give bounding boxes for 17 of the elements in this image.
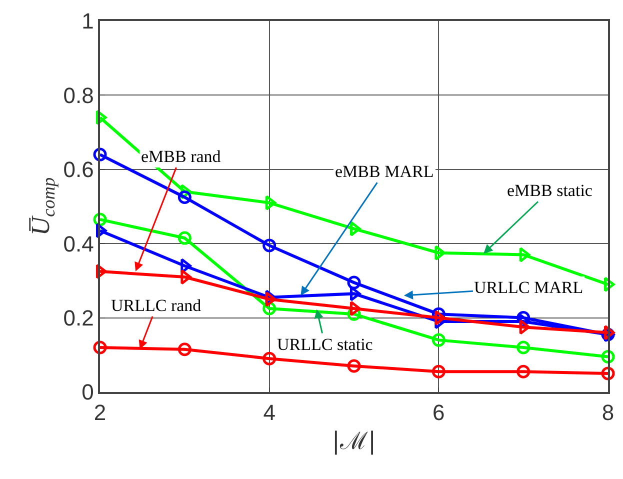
y-tick-label: 0: [82, 380, 94, 405]
x-tick-label: 2: [94, 400, 106, 426]
y-tick-label: 0.2: [63, 306, 94, 330]
x-tick-label: 6: [432, 400, 445, 426]
annotation: URLLC static: [277, 335, 374, 354]
x-tick-label: 4: [263, 400, 276, 426]
y-tick-label: 0.6: [63, 157, 94, 182]
annotation: URLLC rand: [111, 296, 202, 315]
y-tick-label: 1: [82, 8, 94, 34]
annotation: eMBB rand: [141, 147, 222, 166]
x-tick-label: 8: [602, 400, 614, 426]
annotation: eMBB MARL: [335, 162, 434, 181]
y-tick-label: 0.8: [63, 82, 94, 108]
annotation: URLLC MARL: [474, 278, 584, 297]
x-axis-title: |ℳ|: [332, 426, 376, 455]
y-tick-label: 0.4: [63, 231, 94, 256]
annotation: eMBB static: [507, 181, 593, 200]
